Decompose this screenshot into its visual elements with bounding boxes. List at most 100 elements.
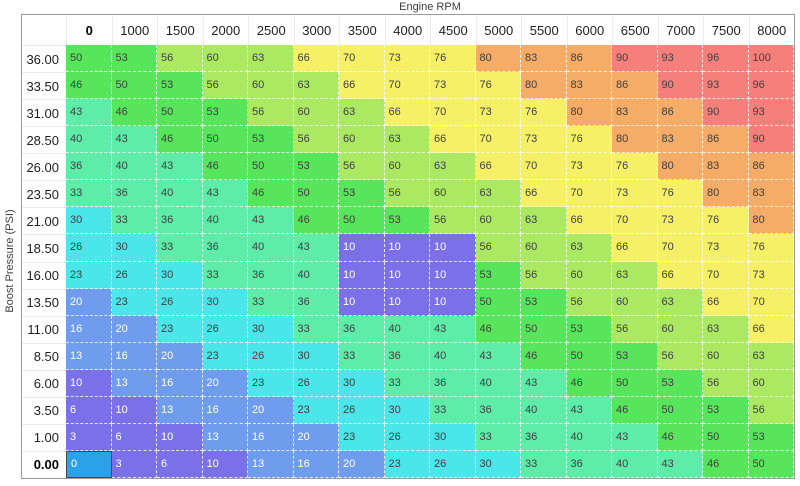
table-cell[interactable]: 50 — [157, 99, 203, 127]
col-header-6500[interactable]: 6500 — [612, 15, 658, 45]
table-cell[interactable]: 46 — [475, 315, 521, 343]
table-cell[interactable]: 30 — [384, 396, 430, 424]
col-header-8000[interactable]: 8000 — [748, 15, 794, 45]
table-cell[interactable]: 93 — [703, 72, 749, 100]
table-cell[interactable]: 70 — [475, 126, 521, 154]
table-cell[interactable]: 43 — [111, 126, 157, 154]
table-cell[interactable]: 26 — [248, 342, 294, 370]
table-cell[interactable]: 70 — [339, 45, 385, 73]
row-header-16.00[interactable]: 16.00 — [22, 261, 66, 289]
table-cell[interactable]: 40 — [612, 450, 658, 478]
table-cell[interactable]: 53 — [475, 261, 521, 289]
table-cell[interactable]: 60 — [248, 72, 294, 100]
table-cell[interactable]: 100 — [748, 45, 794, 73]
table-cell[interactable]: 53 — [339, 180, 385, 208]
col-header-3000[interactable]: 3000 — [293, 15, 339, 45]
table-cell[interactable]: 70 — [657, 234, 703, 262]
table-cell[interactable]: 23 — [157, 315, 203, 343]
table-cell[interactable]: 30 — [475, 450, 521, 478]
table-cell[interactable]: 33 — [521, 450, 567, 478]
table-cell[interactable]: 60 — [521, 234, 567, 262]
row-header-33.50[interactable]: 33.50 — [22, 72, 66, 100]
table-cell[interactable]: 26 — [157, 288, 203, 316]
table-cell[interactable]: 60 — [384, 153, 430, 181]
table-cell[interactable]: 46 — [66, 72, 112, 100]
table-cell[interactable]: 36 — [202, 234, 248, 262]
table-cell[interactable]: 60 — [430, 180, 476, 208]
table-cell[interactable]: 36 — [430, 369, 476, 397]
table-cell[interactable]: 46 — [521, 342, 567, 370]
table-cell[interactable]: 43 — [475, 342, 521, 370]
table-cell[interactable]: 93 — [657, 45, 703, 73]
table-cell[interactable]: 23 — [111, 288, 157, 316]
table-cell[interactable]: 50 — [521, 315, 567, 343]
table-cell[interactable]: 73 — [521, 126, 567, 154]
table-cell[interactable]: 30 — [157, 261, 203, 289]
table-cell[interactable]: 63 — [339, 99, 385, 127]
table-cell[interactable]: 60 — [293, 99, 339, 127]
table-cell[interactable]: 76 — [748, 234, 794, 262]
row-header-11.00[interactable]: 11.00 — [22, 315, 66, 343]
table-cell[interactable]: 56 — [202, 72, 248, 100]
table-cell[interactable]: 26 — [66, 234, 112, 262]
table-cell[interactable]: 53 — [748, 423, 794, 451]
table-cell[interactable]: 20 — [339, 450, 385, 478]
table-cell[interactable]: 43 — [521, 369, 567, 397]
table-cell[interactable]: 40 — [157, 180, 203, 208]
table-cell[interactable]: 66 — [293, 45, 339, 73]
table-cell[interactable]: 20 — [66, 288, 112, 316]
table-cell[interactable]: 66 — [339, 72, 385, 100]
table-cell[interactable]: 33 — [339, 342, 385, 370]
table-cell[interactable]: 80 — [521, 72, 567, 100]
table-cell[interactable]: 36 — [521, 423, 567, 451]
col-header-5500[interactable]: 5500 — [521, 15, 567, 45]
table-cell[interactable]: 10 — [339, 288, 385, 316]
table-cell[interactable]: 43 — [657, 450, 703, 478]
table-cell[interactable]: 56 — [293, 126, 339, 154]
table-cell[interactable]: 66 — [384, 99, 430, 127]
table-cell[interactable]: 73 — [475, 99, 521, 127]
table-cell[interactable]: 33 — [293, 315, 339, 343]
table-cell[interactable]: 26 — [202, 315, 248, 343]
table-cell[interactable]: 63 — [384, 126, 430, 154]
table-cell[interactable]: 56 — [521, 261, 567, 289]
table-cell[interactable]: 76 — [612, 153, 658, 181]
table-cell[interactable]: 40 — [521, 396, 567, 424]
table-cell[interactable]: 23 — [293, 396, 339, 424]
row-header-0.00[interactable]: 0.00 — [22, 450, 66, 478]
table-cell[interactable]: 86 — [566, 45, 612, 73]
table-cell[interactable]: 13 — [248, 450, 294, 478]
table-cell[interactable]: 16 — [157, 369, 203, 397]
table-cell[interactable]: 43 — [248, 207, 294, 235]
table-cell[interactable]: 63 — [521, 207, 567, 235]
table-cell[interactable]: 30 — [202, 288, 248, 316]
table-cell[interactable]: 70 — [521, 153, 567, 181]
table-cell[interactable]: 20 — [111, 315, 157, 343]
table-cell[interactable]: 16 — [293, 450, 339, 478]
table-cell[interactable]: 70 — [703, 261, 749, 289]
table-cell[interactable]: 90 — [657, 72, 703, 100]
table-cell[interactable]: 56 — [566, 288, 612, 316]
table-cell[interactable]: 73 — [703, 234, 749, 262]
table-cell[interactable]: 86 — [703, 126, 749, 154]
table-cell[interactable]: 33 — [384, 369, 430, 397]
table-cell[interactable]: 33 — [475, 423, 521, 451]
table-cell[interactable]: 46 — [111, 99, 157, 127]
row-header-13.50[interactable]: 13.50 — [22, 288, 66, 316]
table-cell[interactable]: 6 — [111, 423, 157, 451]
table-cell[interactable]: 63 — [475, 180, 521, 208]
table-cell[interactable]: 36 — [293, 288, 339, 316]
row-header-1.00[interactable]: 1.00 — [22, 423, 66, 451]
table-cell[interactable]: 76 — [430, 45, 476, 73]
table-cell[interactable]: 73 — [612, 180, 658, 208]
table-cell[interactable]: 53 — [202, 99, 248, 127]
table-cell[interactable]: 43 — [293, 234, 339, 262]
table-cell[interactable]: 10 — [202, 450, 248, 478]
table-cell[interactable]: 46 — [202, 153, 248, 181]
table-cell[interactable]: 56 — [157, 45, 203, 73]
table-cell[interactable]: 53 — [384, 207, 430, 235]
table-cell[interactable]: 40 — [293, 261, 339, 289]
table-cell[interactable]: 56 — [339, 153, 385, 181]
table-cell[interactable]: 73 — [748, 261, 794, 289]
table-cell[interactable]: 33 — [202, 261, 248, 289]
